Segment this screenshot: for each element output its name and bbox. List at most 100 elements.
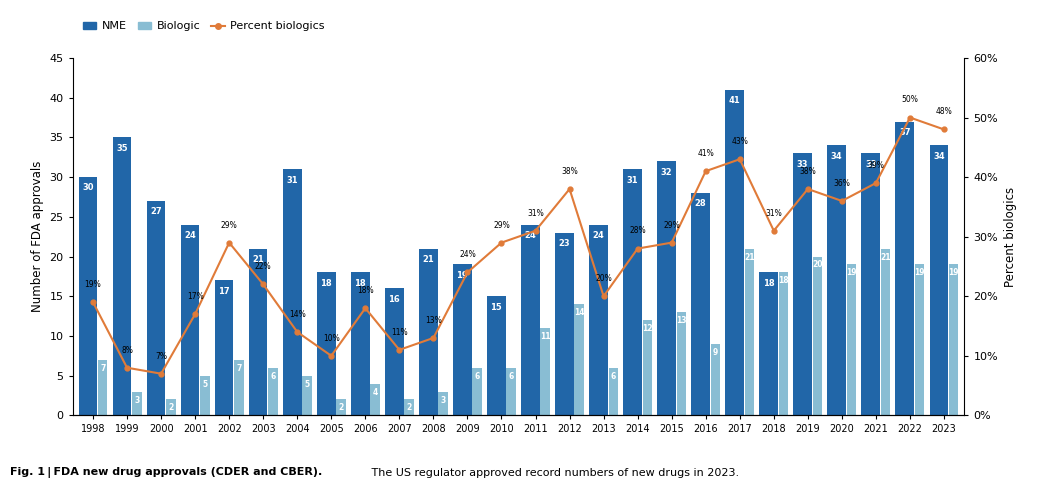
Bar — [896, 122, 915, 415]
Text: 11: 11 — [540, 332, 551, 341]
Bar — [828, 145, 846, 415]
Text: 17%: 17% — [187, 292, 203, 301]
Text: 12: 12 — [642, 324, 652, 333]
Text: 33: 33 — [865, 159, 876, 169]
Text: 11%: 11% — [391, 328, 408, 337]
Text: 48%: 48% — [935, 107, 952, 116]
Text: 21: 21 — [252, 255, 264, 264]
Text: 29%: 29% — [221, 221, 237, 229]
Text: 31: 31 — [286, 175, 298, 185]
Text: 31%: 31% — [527, 209, 543, 218]
Text: 24%: 24% — [459, 250, 476, 259]
Text: 24: 24 — [185, 231, 196, 240]
Text: 3: 3 — [441, 396, 446, 405]
Bar — [317, 272, 336, 415]
Text: 3: 3 — [134, 396, 139, 405]
Text: 19: 19 — [915, 269, 925, 277]
Text: 6: 6 — [271, 372, 276, 381]
Bar — [180, 225, 199, 415]
Bar — [623, 169, 642, 415]
Text: 22%: 22% — [255, 262, 272, 271]
Text: 29%: 29% — [494, 221, 510, 229]
Bar — [949, 265, 958, 415]
Text: 38%: 38% — [800, 167, 816, 176]
Bar — [759, 272, 778, 415]
Bar — [113, 137, 132, 415]
Bar — [249, 249, 268, 415]
Bar — [589, 225, 608, 415]
Text: 38%: 38% — [561, 167, 578, 176]
Bar — [146, 201, 165, 415]
Text: 28: 28 — [695, 199, 706, 208]
Text: 2: 2 — [338, 403, 343, 412]
Bar — [215, 280, 233, 415]
Text: 13%: 13% — [425, 316, 442, 325]
Text: 28%: 28% — [629, 227, 646, 236]
Text: 21: 21 — [745, 253, 755, 262]
Bar — [929, 145, 948, 415]
Bar — [880, 249, 891, 415]
Bar — [269, 368, 278, 415]
Bar — [847, 265, 857, 415]
Bar — [79, 177, 97, 415]
Y-axis label: Number of FDA approvals: Number of FDA approvals — [31, 161, 44, 313]
Bar — [234, 360, 244, 415]
Text: 33: 33 — [797, 159, 809, 169]
Text: 35: 35 — [116, 144, 128, 153]
Bar — [283, 169, 302, 415]
Text: 7: 7 — [236, 364, 242, 373]
Text: 13: 13 — [676, 316, 686, 325]
Bar — [725, 90, 744, 415]
Text: 39%: 39% — [868, 161, 885, 170]
Text: 5: 5 — [202, 380, 207, 389]
Text: 27: 27 — [150, 207, 162, 216]
Text: 7: 7 — [100, 364, 106, 373]
Text: 24: 24 — [592, 231, 605, 240]
Bar — [813, 256, 822, 415]
Bar — [915, 265, 924, 415]
Legend: NME, Biologic, Percent biologics: NME, Biologic, Percent biologics — [78, 17, 329, 36]
Bar — [404, 399, 414, 415]
Bar — [555, 233, 573, 415]
Bar — [574, 304, 584, 415]
Text: 2: 2 — [168, 403, 173, 412]
Text: 32: 32 — [661, 168, 672, 177]
Text: 6: 6 — [611, 372, 616, 381]
Bar — [97, 360, 108, 415]
Text: 18: 18 — [355, 279, 366, 288]
Text: 15: 15 — [491, 302, 502, 312]
Text: 18: 18 — [763, 279, 775, 288]
Text: 37: 37 — [899, 128, 910, 137]
Text: 34: 34 — [933, 152, 945, 161]
Text: 10%: 10% — [323, 334, 340, 343]
Text: 6: 6 — [475, 372, 480, 381]
Text: 18: 18 — [320, 279, 332, 288]
Bar — [793, 153, 812, 415]
Text: 9: 9 — [712, 348, 718, 357]
Text: 43%: 43% — [731, 137, 748, 146]
Bar — [370, 384, 380, 415]
Text: 20%: 20% — [595, 274, 612, 283]
Bar — [302, 376, 312, 415]
Y-axis label: Percent biologics: Percent biologics — [1004, 186, 1016, 287]
Bar — [540, 328, 550, 415]
Bar — [419, 249, 438, 415]
Text: 2: 2 — [407, 403, 412, 412]
Bar — [710, 344, 720, 415]
Bar — [692, 193, 710, 415]
Text: 5: 5 — [305, 380, 309, 389]
Bar — [521, 225, 540, 415]
Bar — [487, 296, 506, 415]
Text: 29%: 29% — [664, 221, 680, 229]
Text: 20: 20 — [812, 260, 822, 270]
Text: 19: 19 — [949, 269, 959, 277]
Text: 18: 18 — [778, 276, 789, 285]
Bar — [453, 265, 472, 415]
Text: 50%: 50% — [901, 96, 919, 104]
Bar — [336, 399, 345, 415]
Text: 34: 34 — [831, 152, 843, 161]
Text: 24: 24 — [525, 231, 536, 240]
Text: 21: 21 — [880, 253, 891, 262]
Text: 19%: 19% — [85, 280, 102, 289]
Bar — [643, 320, 652, 415]
